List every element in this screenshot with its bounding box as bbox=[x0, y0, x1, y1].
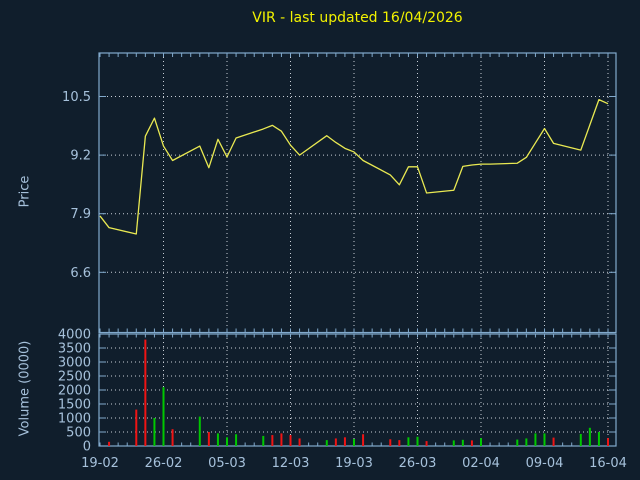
volume-bar bbox=[543, 433, 546, 446]
volume-bar bbox=[452, 440, 455, 446]
volume-bar bbox=[280, 433, 283, 446]
volume-bar bbox=[271, 435, 274, 446]
volume-bar bbox=[108, 441, 111, 446]
volume-bar bbox=[534, 433, 537, 446]
volume-tick-label: 4000 bbox=[58, 328, 91, 343]
x-tick-label: 26-03 bbox=[399, 456, 437, 471]
volume-bar bbox=[588, 427, 591, 446]
price-tick-label: 6.6 bbox=[70, 266, 91, 281]
volume-bar bbox=[171, 429, 174, 446]
volume-bar bbox=[289, 435, 292, 446]
volume-tick-label: 1500 bbox=[58, 398, 91, 413]
x-tick-label: 05-03 bbox=[208, 456, 246, 471]
volume-bar bbox=[235, 434, 238, 446]
volume-bar bbox=[425, 441, 428, 446]
x-tick-label: 16-04 bbox=[589, 456, 627, 471]
volume-bar bbox=[416, 436, 419, 446]
price-tick-label: 7.9 bbox=[70, 207, 91, 222]
x-tick-label: 02-04 bbox=[462, 456, 500, 471]
x-tick-label: 09-04 bbox=[526, 456, 564, 471]
volume-bar bbox=[226, 437, 228, 446]
price-tick-label: 9.2 bbox=[70, 149, 91, 164]
volume-bar bbox=[470, 440, 473, 446]
volume-bar bbox=[407, 437, 410, 446]
volume-bar bbox=[398, 440, 401, 446]
volume-tick-label: 2000 bbox=[58, 384, 91, 399]
chart-title: VIR - last updated 16/04/2026 bbox=[252, 10, 463, 26]
x-tick-label: 26-02 bbox=[145, 456, 183, 471]
volume-bar bbox=[216, 433, 219, 446]
volume-bar bbox=[262, 435, 265, 446]
volume-bar bbox=[597, 432, 600, 446]
volume-bar bbox=[153, 418, 156, 446]
volume-bar bbox=[525, 438, 528, 446]
volume-bar bbox=[343, 437, 346, 446]
volume-tick-label: 3500 bbox=[58, 342, 91, 357]
volume-bar bbox=[207, 432, 210, 446]
price-tick-label: 10.5 bbox=[62, 90, 91, 105]
x-tick-label: 19-03 bbox=[335, 456, 373, 471]
x-tick-label: 12-03 bbox=[272, 456, 310, 471]
volume-bar bbox=[552, 437, 555, 446]
volume-tick-label: 0 bbox=[83, 440, 91, 455]
price-plot-frame bbox=[98, 52, 617, 334]
volume-bar bbox=[198, 416, 201, 446]
volume-bar bbox=[334, 438, 337, 446]
volume-bar bbox=[607, 438, 609, 446]
volume-tick-label: 3000 bbox=[58, 356, 91, 371]
x-tick-label: 19-02 bbox=[81, 456, 119, 471]
volume-tick-label: 2500 bbox=[58, 370, 91, 385]
volume-bar bbox=[144, 339, 147, 446]
volume-bar bbox=[325, 440, 328, 446]
volume-bar bbox=[353, 439, 355, 446]
volume-bar bbox=[579, 433, 582, 446]
volume-bar bbox=[461, 439, 464, 446]
price-line bbox=[99, 99, 609, 235]
volume-plot-frame bbox=[98, 333, 617, 447]
volume-bar bbox=[162, 387, 165, 446]
volume-bar bbox=[389, 439, 392, 446]
volume-bar bbox=[362, 434, 365, 446]
volume-bar bbox=[298, 438, 301, 446]
volume-bar bbox=[516, 439, 519, 446]
volume-tick-label: 500 bbox=[66, 426, 91, 441]
volume-bar bbox=[480, 438, 482, 446]
volume-tick-label: 1000 bbox=[58, 412, 91, 427]
volume-bar bbox=[135, 409, 138, 446]
